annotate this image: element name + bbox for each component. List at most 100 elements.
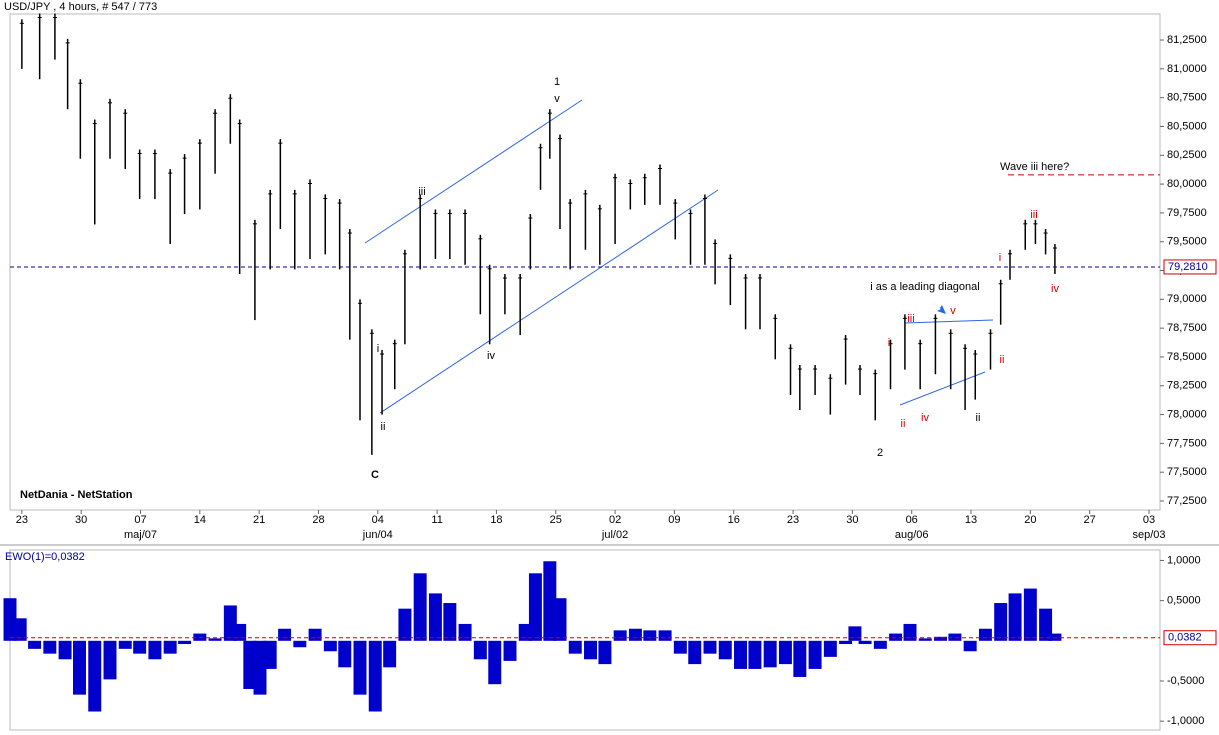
y-tick-label: 80,5000: [1167, 120, 1207, 132]
x-tick-label: 16: [728, 514, 740, 526]
y-tick-label: 80,0000: [1167, 178, 1207, 190]
osc-bar: [823, 640, 837, 657]
trend-lines: [364, 99, 994, 414]
wave-label: ii: [901, 418, 906, 430]
osc-bar: [918, 638, 932, 641]
osc-bar: [934, 636, 947, 641]
x-tick-label: 09: [668, 514, 680, 526]
osc-bar: [553, 598, 567, 641]
osc-bar: [848, 626, 862, 641]
osc-bar: [963, 640, 977, 652]
wave-label: iii: [907, 313, 914, 325]
osc-bar: [778, 640, 792, 665]
wave-label: i: [888, 337, 890, 349]
osc-bar: [28, 640, 42, 649]
channel-lower: [379, 189, 719, 414]
wave-label: iv: [921, 412, 929, 424]
wave-label: v: [554, 93, 560, 105]
osc-bar: [903, 623, 917, 641]
osc-bar: [628, 628, 642, 641]
month-label: aug/06: [895, 529, 929, 541]
osc-bar: [503, 640, 517, 661]
osc-bar: [353, 640, 367, 695]
channel-upper: [364, 99, 583, 244]
osc-bar: [308, 628, 322, 641]
wave-label: i: [999, 252, 1001, 264]
month-label: jul/02: [601, 529, 628, 541]
osc-bar: [458, 623, 472, 641]
x-tick-label: 18: [490, 514, 502, 526]
osc-bar: [643, 630, 657, 641]
y-tick-label: 0,5000: [1167, 595, 1201, 607]
x-tick-label: 13: [965, 514, 977, 526]
x-tick-label: 21: [253, 514, 265, 526]
wave-label: iii: [1030, 209, 1037, 221]
x-tick-label: 11: [431, 514, 442, 526]
osc-bar: [839, 640, 853, 645]
x-tick-label: 30: [846, 514, 858, 526]
header-title: USD/JPY , 4 hours, # 547 / 773: [4, 1, 157, 13]
osc-bar: [808, 640, 822, 669]
x-tick-label: 04: [372, 514, 384, 526]
osc-bar: [428, 593, 442, 641]
osc-bar: [3, 598, 17, 641]
osc-bar: [118, 640, 132, 649]
y-tick-label: 78,0000: [1167, 408, 1207, 420]
wave-label: 1: [554, 76, 560, 88]
osc-bar: [88, 640, 102, 712]
x-tick-label: 30: [75, 514, 87, 526]
y-tick-label: 77,2500: [1167, 495, 1207, 507]
osc-bar: [253, 640, 267, 695]
osc-bar: [178, 640, 192, 645]
wave-label: C: [371, 469, 379, 481]
osc-bar: [368, 640, 382, 712]
osc-bar: [793, 640, 807, 677]
osc-bar: [233, 623, 247, 641]
x-tick-label: 03: [1143, 514, 1155, 526]
osc-bar: [208, 638, 222, 641]
osc-bar: [718, 640, 732, 660]
osc-bar: [673, 640, 687, 654]
osc-bar: [734, 640, 747, 669]
osc-bar: [323, 640, 337, 652]
wave-label: iii: [418, 186, 425, 198]
osc-bar: [413, 573, 427, 641]
y-tick-label: 77,7500: [1167, 437, 1207, 449]
y-tick-label: 79,5000: [1167, 236, 1207, 248]
osc-bar: [43, 640, 57, 654]
wave-label: ii: [976, 412, 981, 424]
osc-bar: [584, 640, 597, 660]
brand: NetDania - NetStation: [20, 489, 133, 501]
month-label: maj/07: [124, 529, 157, 541]
osc-bar: [763, 640, 777, 668]
osc-bar: [858, 640, 872, 645]
osc-bar: [1039, 608, 1053, 641]
osc-bar: [889, 633, 903, 641]
last-price-box: [1163, 259, 1217, 275]
osc-bar: [658, 630, 672, 641]
month-label: sep/03: [1132, 529, 1165, 541]
x-tick-label: 07: [134, 514, 146, 526]
osc-bar: [488, 640, 502, 685]
y-tick-label: 79,0000: [1167, 293, 1207, 305]
x-tick-label: 23: [787, 514, 799, 526]
osc-bar: [543, 561, 557, 641]
osc-bar: [163, 640, 177, 654]
osc-bar: [243, 640, 257, 690]
wave-label: ii: [1000, 354, 1005, 366]
diagonal-lower: [899, 371, 986, 406]
osc-bar: [103, 640, 117, 680]
osc-bar: [133, 640, 147, 654]
target-label: Wave iii here?: [1000, 161, 1069, 173]
osc-bar: [688, 640, 702, 665]
y-tick-label: 78,5000: [1167, 351, 1207, 363]
osc-bar: [598, 640, 612, 665]
x-tick-label: 23: [16, 514, 28, 526]
y-tick-label: 1,0000: [1167, 554, 1201, 566]
x-tick-label: 02: [609, 514, 621, 526]
y-tick-label: 77,5000: [1167, 466, 1207, 478]
x-tick-label: 25: [550, 514, 562, 526]
wave-label: i as a leading diagonal: [870, 281, 979, 293]
x-tick-label: 20: [1024, 514, 1036, 526]
